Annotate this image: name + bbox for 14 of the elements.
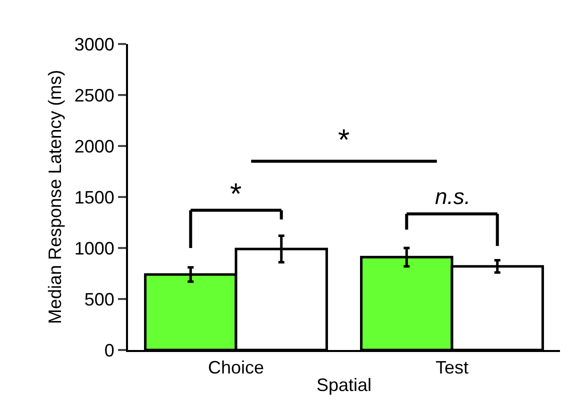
y-tick-label: 0 bbox=[104, 340, 114, 360]
annotation: * bbox=[338, 124, 350, 157]
y-tick-label: 2000 bbox=[74, 136, 114, 156]
x-axis-title: Spatial bbox=[316, 375, 372, 396]
annotation: * bbox=[230, 178, 242, 211]
y-axis-title: Median Response Latency (ms) bbox=[45, 70, 66, 324]
x-tick-label: Choice bbox=[208, 358, 264, 378]
y-tick-label: 1000 bbox=[74, 238, 114, 258]
x-tick-label: Test bbox=[435, 358, 469, 378]
y-tick-label: 1500 bbox=[74, 187, 114, 208]
annotation: n.s. bbox=[435, 184, 470, 209]
y-tick-label: 2500 bbox=[74, 85, 114, 106]
y-tick-label: 3000 bbox=[74, 34, 114, 54]
y-tick-label: 500 bbox=[84, 289, 114, 310]
